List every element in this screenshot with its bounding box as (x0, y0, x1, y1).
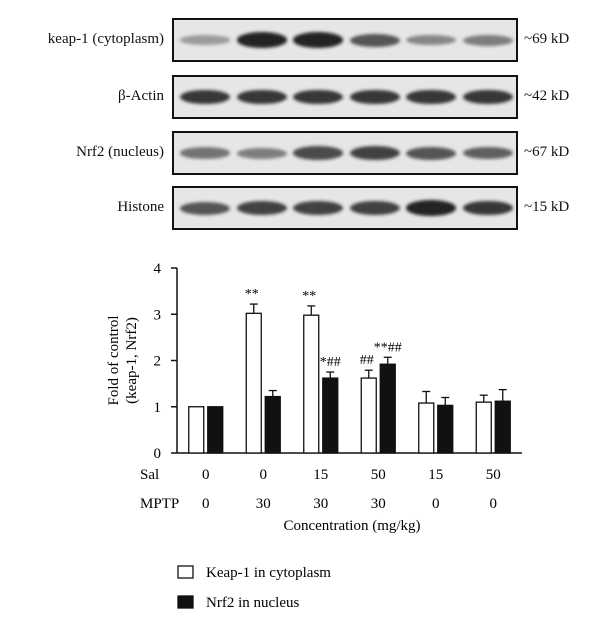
blot-band (236, 32, 287, 48)
blot-row-label: Histone (117, 199, 164, 215)
bar (264, 395, 281, 454)
blot-band (462, 89, 513, 105)
y-tick-label: 1 (154, 400, 162, 416)
blot-panel (172, 18, 518, 62)
blot-band (462, 146, 513, 160)
y-tick-label: 4 (154, 261, 162, 277)
sal-value: 0 (202, 467, 210, 483)
blot-band (349, 146, 400, 160)
bar (418, 402, 435, 454)
significance-label: ** (245, 287, 259, 302)
sal-value: 50 (486, 467, 501, 483)
legend-label: Keap-1 in cytoplasm (206, 565, 331, 581)
x-axis-label: Concentration (mg/kg) (283, 518, 420, 534)
blot-band (406, 34, 456, 46)
blot-band (349, 89, 400, 105)
blot-band (180, 147, 230, 159)
bar (245, 312, 262, 454)
mptp-value: 30 (256, 496, 271, 512)
bar (475, 401, 492, 454)
y-tick-label: 0 (154, 446, 162, 462)
sal-value: 15 (428, 467, 443, 483)
significance-label: *## (320, 355, 341, 370)
blot-panel (172, 186, 518, 230)
y-tick-label: 2 (154, 354, 162, 370)
y-tick-label: 3 (154, 307, 162, 323)
blot-band (349, 201, 400, 215)
blot-size-label: ~15 kD (524, 199, 570, 215)
sal-value: 15 (313, 467, 328, 483)
legend-label: Nrf2 in nucleus (206, 595, 299, 611)
blot-size-label: ~69 kD (524, 31, 570, 47)
mptp-value: 0 (490, 496, 498, 512)
significance-label: ** (302, 289, 316, 304)
blot-panel (172, 131, 518, 175)
bar (379, 363, 396, 454)
bar (437, 404, 454, 454)
blot-band (236, 201, 287, 215)
sal-value: 0 (260, 467, 268, 483)
mptp-value: 0 (202, 496, 210, 512)
y-axis-label: (keap-1, Nrf2) (124, 317, 140, 404)
blot-band (293, 201, 343, 215)
blot-size-label: ~67 kD (524, 144, 570, 160)
sal-value: 50 (371, 467, 386, 483)
blot-row-label: Nrf2 (nucleus) (76, 144, 164, 160)
y-axis-label: Fold of control (106, 316, 122, 406)
mptp-value: 30 (313, 496, 328, 512)
blot-band (406, 89, 456, 105)
blot-size-label: ~42 kD (524, 88, 570, 104)
blot-band (293, 146, 343, 160)
bar (494, 400, 511, 454)
blot-band (462, 34, 513, 46)
blot-row-label: β-Actin (118, 88, 164, 104)
significance-label: **## (374, 340, 402, 355)
blot-band (180, 89, 230, 105)
bar (207, 406, 224, 454)
blot-band (462, 200, 513, 216)
bar (360, 377, 377, 454)
row-label-mptp: MPTP (140, 496, 179, 512)
mptp-value: 0 (432, 496, 440, 512)
blot-band (349, 33, 400, 47)
blot-panel (172, 75, 518, 119)
blot-band (180, 35, 230, 45)
blot-band (236, 89, 287, 105)
blot-band (406, 146, 456, 160)
row-label-sal: Sal (140, 467, 159, 483)
blot-row-label: keap-1 (cytoplasm) (47, 31, 164, 47)
blot-band (180, 201, 230, 215)
bar (322, 377, 339, 454)
blot-band (293, 89, 343, 105)
legend-swatch (177, 595, 194, 609)
legend-swatch (177, 565, 194, 579)
bar (188, 406, 205, 454)
blot-band (293, 32, 343, 48)
blot-band (406, 200, 456, 216)
mptp-value: 30 (371, 496, 386, 512)
bar (303, 314, 320, 454)
blot-band (236, 147, 287, 159)
significance-label: ## (360, 353, 374, 368)
